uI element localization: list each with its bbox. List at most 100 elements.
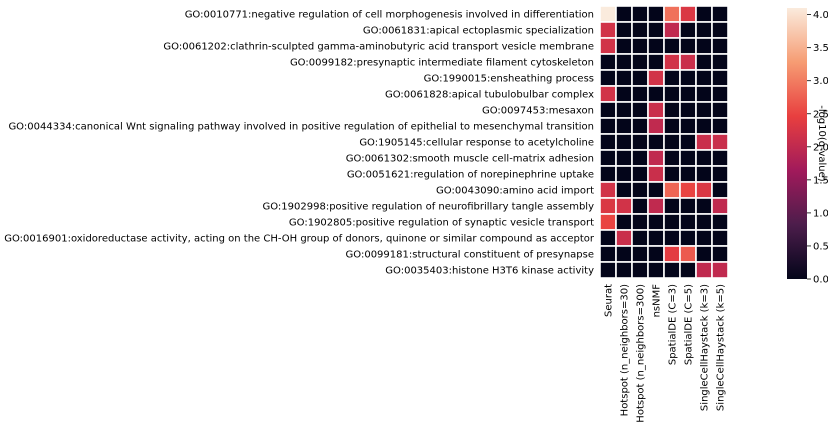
heatmap-cell <box>711 53 729 71</box>
heatmap-cell <box>695 117 713 135</box>
heatmap-cell <box>599 245 617 263</box>
heatmap-cell <box>711 133 729 151</box>
heatmap-cell <box>599 261 617 279</box>
colorbar-tick-label: 0.5 <box>813 241 828 252</box>
row-label: GO:1902998:positive regulation of neurof… <box>262 202 594 213</box>
colorbar-tick-label: 0.0 <box>813 275 828 286</box>
column-label: SingleCellHaystack (k=3) <box>700 284 711 411</box>
heatmap-cell <box>695 53 713 71</box>
heatmap-cell <box>631 101 649 119</box>
heatmap-cell <box>679 69 697 87</box>
heatmap-cell <box>615 37 633 55</box>
row-label: GO:0099181:structural constituent of pre… <box>346 250 594 261</box>
heatmap-cell <box>663 197 681 215</box>
colorbar-ticks: 0.0 0.5 1.0 1.5 2.0 2.5 3.0 3.5 4.0 <box>807 10 828 286</box>
column-label: SpatialDE (C=3) <box>668 284 679 365</box>
heatmap-cell <box>711 117 729 135</box>
heatmap-cell <box>679 197 697 215</box>
heatmap-cell <box>647 261 665 279</box>
colorbar-tick-label: 3.0 <box>813 76 828 87</box>
heatmap-cell <box>695 101 713 119</box>
row-label: GO:0010771:negative regulation of cell m… <box>185 10 594 21</box>
row-label: GO:0061202:clathrin-sculpted gamma-amino… <box>163 42 594 53</box>
heatmap-cell <box>695 245 713 263</box>
heatmap-cell <box>695 5 713 23</box>
heatmap-cell <box>647 181 665 199</box>
colorbar-gradient <box>787 8 807 279</box>
heatmap-cell <box>711 69 729 87</box>
column-label: SingleCellHaystack (k=5) <box>716 284 727 411</box>
heatmap-cell <box>663 37 681 55</box>
heatmap-cell <box>663 21 681 39</box>
heatmap-cell <box>663 117 681 135</box>
heatmap-cell <box>647 165 665 183</box>
heatmap-cell <box>647 197 665 215</box>
heatmap-cell <box>647 149 665 167</box>
row-label: GO:1902805:positive regulation of synapt… <box>289 218 594 229</box>
heatmap-cell <box>695 69 713 87</box>
row-label: GO:0061828:apical tubulobulbar complex <box>385 90 594 101</box>
heatmap-cell <box>599 101 617 119</box>
heatmap-cell <box>679 117 697 135</box>
heatmap-cell <box>615 245 633 263</box>
heatmap-cell <box>695 197 713 215</box>
heatmap-cell <box>647 85 665 103</box>
heatmap-cell <box>599 69 617 87</box>
heatmap-cell <box>663 85 681 103</box>
heatmap-cell <box>647 53 665 71</box>
heatmap-cell <box>679 5 697 23</box>
heatmap-cell <box>663 213 681 231</box>
heatmap-cell <box>615 133 633 151</box>
heatmap-cell <box>679 133 697 151</box>
heatmap-cell <box>711 197 729 215</box>
heatmap-cell <box>663 5 681 23</box>
heatmap-cell <box>695 229 713 247</box>
heatmap-cell <box>679 229 697 247</box>
heatmap-cell <box>631 117 649 135</box>
heatmap-cell <box>631 197 649 215</box>
heatmap-cell <box>647 21 665 39</box>
heatmap-cell <box>599 181 617 199</box>
row-label: GO:0099182:presynaptic intermediate fila… <box>290 58 594 69</box>
row-label: GO:0061302:smooth muscle cell-matrix adh… <box>346 154 594 165</box>
row-label: GO:0035403:histone H3T6 kinase activity <box>385 266 594 277</box>
heatmap-cell <box>599 53 617 71</box>
colorbar-tick-label: 3.5 <box>813 43 828 54</box>
heatmap-cell <box>679 101 697 119</box>
heatmap-cell <box>631 69 649 87</box>
heatmap-cell <box>647 245 665 263</box>
heatmap-cell <box>615 197 633 215</box>
heatmap-cell <box>615 117 633 135</box>
heatmap-cell <box>711 149 729 167</box>
heatmap-cell <box>631 37 649 55</box>
column-labels: Seurat Hotspot (n_neighbors=30) Hotspot (n… <box>604 284 727 423</box>
heatmap-cell <box>615 21 633 39</box>
heatmap-cell <box>599 213 617 231</box>
heatmap-cell <box>599 149 617 167</box>
heatmap-cell <box>647 213 665 231</box>
heatmap-cell <box>647 69 665 87</box>
heatmap-cell <box>615 181 633 199</box>
heatmap-cell <box>711 85 729 103</box>
heatmap-cell <box>663 261 681 279</box>
column-label: Seurat <box>604 284 615 317</box>
heatmap-cell <box>679 213 697 231</box>
heatmap-cell <box>647 37 665 55</box>
heatmap-cell <box>599 229 617 247</box>
heatmap-cell <box>631 149 649 167</box>
heatmap-cell <box>695 181 713 199</box>
heatmap-cell <box>711 101 729 119</box>
heatmap-cell <box>679 53 697 71</box>
row-label: GO:0043090:amino acid import <box>436 186 594 197</box>
heatmap-cell <box>631 133 649 151</box>
heatmap-cell <box>679 261 697 279</box>
heatmap-cell <box>679 149 697 167</box>
heatmap-cell <box>615 101 633 119</box>
heatmap-cell <box>631 245 649 263</box>
heatmap-cell <box>615 85 633 103</box>
colorbar: 0.0 0.5 1.0 1.5 2.0 2.5 3.0 3.5 4.0 -log10(q-val… <box>787 8 828 286</box>
heatmap-cell <box>679 245 697 263</box>
colorbar-tick-label: 1.0 <box>813 208 828 219</box>
heatmap-cell <box>599 165 617 183</box>
heatmap-cell <box>663 69 681 87</box>
